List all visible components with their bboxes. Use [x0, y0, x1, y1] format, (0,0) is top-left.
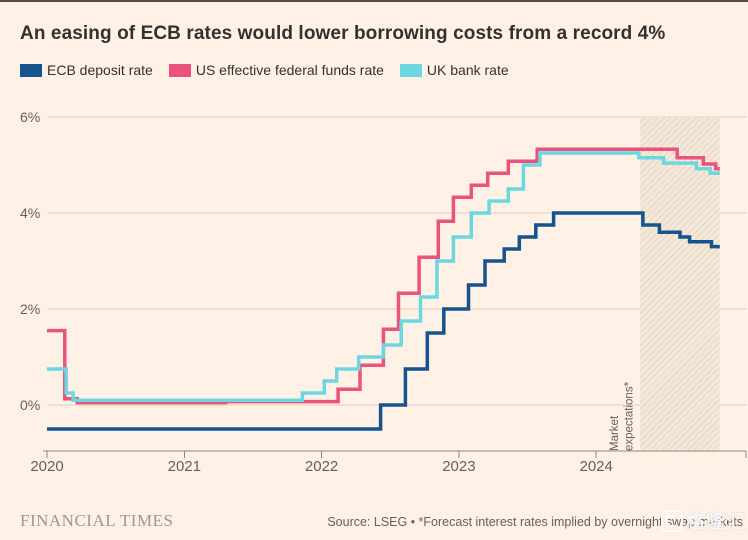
- y-tick-label: 6%: [20, 109, 41, 125]
- x-tick-label: 2024: [579, 458, 613, 475]
- legend-label: UK bank rate: [426, 62, 509, 78]
- series-line-ecb-deposit-rate: [47, 211, 720, 431]
- legend-item-ecb: ECB deposit rate: [20, 62, 153, 78]
- x-tick-label: 2021: [167, 458, 201, 475]
- y-tick-label: 2%: [20, 301, 41, 317]
- series-line-uk-bank-rate: [47, 151, 720, 402]
- legend-label: US effective federal funds rate: [195, 62, 384, 78]
- legend-item-us: US effective federal funds rate: [168, 62, 384, 78]
- x-tick-label: 2020: [30, 458, 64, 475]
- ft-logo: FINANCIAL TIMES: [20, 511, 174, 530]
- watermark-text: 格隆汇: [685, 512, 746, 533]
- legend-swatch-us: [168, 63, 191, 77]
- legend-swatch-uk: [399, 63, 422, 77]
- x-tick-label: 2023: [442, 458, 476, 475]
- plot-area: 0% 2% 4% 6% 2020 2021 2022 2023 2024 Market exp…: [0, 94, 748, 484]
- y-tick-label: 0%: [20, 397, 41, 413]
- forecast-region-label: Market expectations*: [609, 381, 636, 451]
- chart-title: An easing of ECB rates would lower borro…: [20, 22, 666, 44]
- source-note: Source: LSEG • *Forecast interest rates …: [327, 515, 743, 529]
- watermark: 格隆汇: [660, 507, 746, 534]
- legend-label: ECB deposit rate: [47, 62, 153, 78]
- legend-item-uk: UK bank rate: [399, 62, 509, 78]
- top-divider: [0, 0, 748, 2]
- y-tick-label: 4%: [20, 205, 41, 221]
- forecast-region: [640, 117, 720, 451]
- chart-canvas: [43, 116, 747, 458]
- legend-swatch-ecb: [20, 63, 42, 77]
- footer: FINANCIAL TIMES Source: LSEG • *Forecast…: [20, 511, 743, 531]
- x-tick-label: 2022: [304, 458, 339, 475]
- watermark-logo-icon: [660, 509, 683, 532]
- legend: ECB deposit rate US effective federal fu…: [20, 62, 509, 78]
